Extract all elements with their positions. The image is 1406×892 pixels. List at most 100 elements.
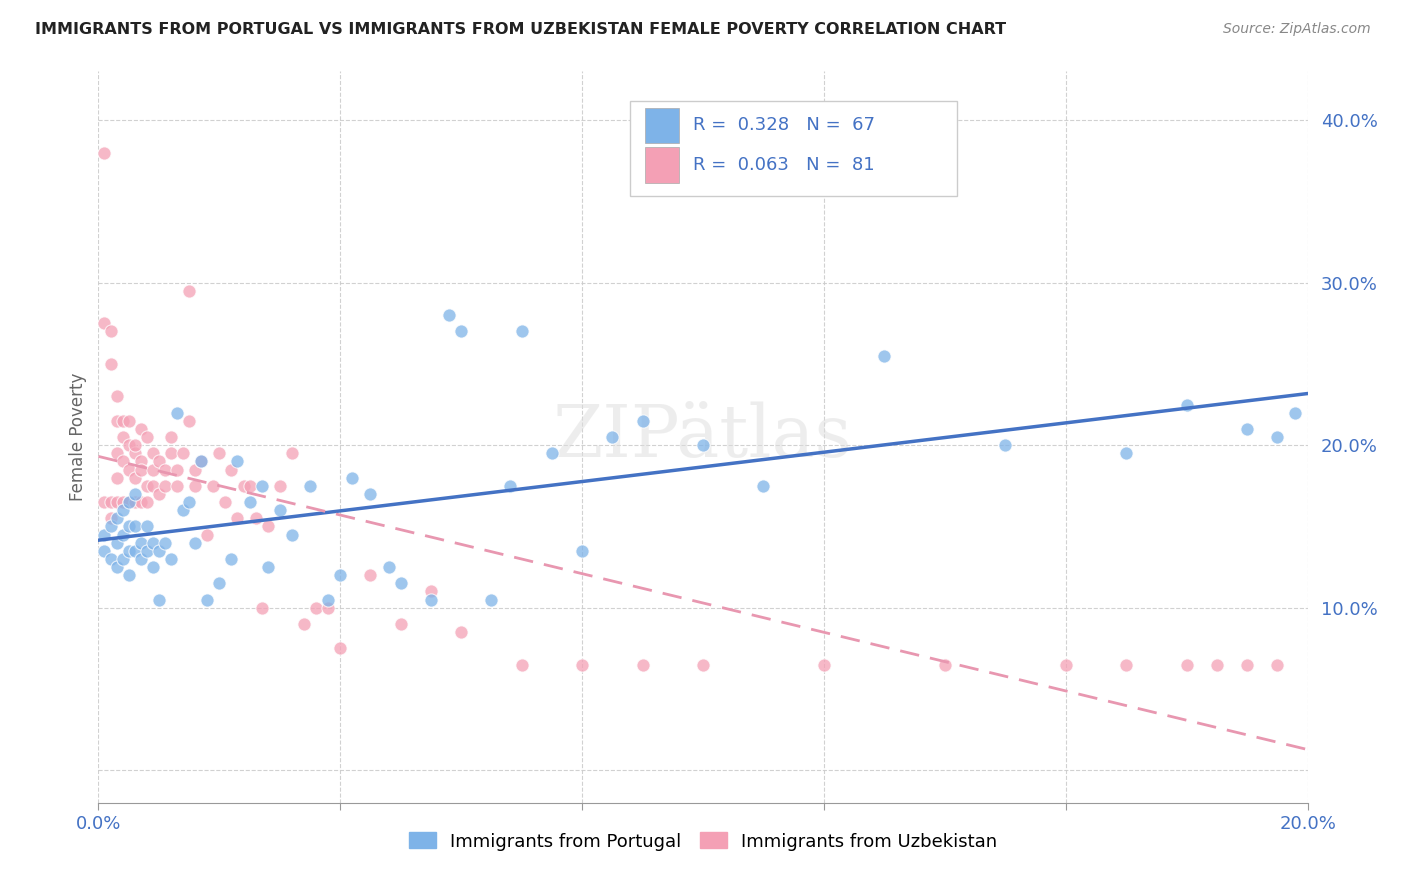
Point (1236, 657, 1258, 672)
Point (111, 495, 134, 509)
Point (142, 535, 165, 549)
Point (631, 657, 654, 672)
Point (148, 592, 170, 607)
Point (105, 446, 128, 460)
Point (118, 544, 141, 558)
Point (105, 535, 128, 549)
Point (129, 495, 152, 509)
Point (813, 657, 835, 672)
Point (160, 430, 183, 444)
Point (105, 414, 128, 428)
Point (571, 657, 593, 672)
Point (135, 479, 157, 493)
Point (100, 511, 122, 525)
Point (179, 414, 201, 428)
Point (389, 576, 412, 591)
Point (179, 495, 201, 509)
Point (221, 552, 243, 566)
Point (179, 284, 201, 298)
Point (100, 519, 122, 533)
Point (129, 535, 152, 549)
Point (118, 495, 141, 509)
Point (100, 552, 122, 566)
Point (100, 357, 122, 371)
Point (510, 657, 533, 672)
Point (124, 495, 146, 509)
Point (292, 617, 315, 632)
Point (148, 487, 170, 501)
Point (752, 479, 775, 493)
Point (316, 592, 339, 607)
Point (105, 389, 128, 403)
Point (93, 145, 115, 160)
Point (160, 552, 183, 566)
Point (135, 495, 157, 509)
Point (124, 544, 146, 558)
Point (329, 568, 352, 582)
Point (281, 527, 304, 541)
Point (118, 568, 141, 582)
Point (135, 519, 157, 533)
Point (1284, 406, 1306, 420)
Point (232, 479, 254, 493)
Point (1054, 657, 1077, 672)
Point (124, 471, 146, 485)
Point (124, 438, 146, 452)
Point (256, 560, 278, 574)
Point (269, 503, 291, 517)
Point (111, 430, 134, 444)
Point (195, 527, 218, 541)
Point (450, 325, 472, 339)
Point (190, 454, 212, 468)
Point (420, 592, 443, 607)
FancyBboxPatch shape (630, 101, 957, 195)
Point (250, 600, 273, 615)
Point (142, 479, 165, 493)
Point (118, 438, 141, 452)
Point (245, 511, 267, 525)
Point (1267, 430, 1289, 444)
Point (269, 479, 291, 493)
Point (299, 479, 322, 493)
Point (184, 479, 207, 493)
Point (129, 462, 152, 476)
Point (692, 657, 714, 672)
Point (105, 511, 128, 525)
Point (305, 600, 328, 615)
Text: Source: ZipAtlas.com: Source: ZipAtlas.com (1223, 22, 1371, 37)
Point (118, 495, 141, 509)
Point (111, 527, 134, 541)
Point (994, 438, 1017, 452)
Point (172, 503, 194, 517)
Point (100, 325, 122, 339)
Point (631, 414, 654, 428)
Point (389, 617, 412, 632)
Text: IMMIGRANTS FROM PORTUGAL VS IMMIGRANTS FROM UZBEKISTAN FEMALE POVERTY CORRELATIO: IMMIGRANTS FROM PORTUGAL VS IMMIGRANTS F… (35, 22, 1007, 37)
Point (153, 479, 176, 493)
Point (360, 487, 382, 501)
Bar (645, 108, 679, 143)
Point (450, 625, 472, 640)
Point (160, 446, 183, 460)
Point (111, 454, 134, 468)
Point (111, 552, 134, 566)
Point (239, 479, 262, 493)
Point (166, 406, 188, 420)
Point (1115, 446, 1137, 460)
Point (195, 592, 218, 607)
Point (498, 479, 520, 493)
Point (481, 592, 503, 607)
Point (93, 495, 115, 509)
Point (100, 495, 122, 509)
Legend: Immigrants from Portugal, Immigrants from Uzbekistan: Immigrants from Portugal, Immigrants fro… (399, 823, 1007, 860)
Point (256, 519, 278, 533)
Point (873, 349, 896, 363)
Point (226, 511, 249, 525)
Point (221, 462, 243, 476)
Point (118, 462, 141, 476)
Point (166, 462, 188, 476)
Point (250, 479, 273, 493)
Point (316, 600, 339, 615)
Point (214, 495, 236, 509)
Bar (645, 147, 679, 183)
